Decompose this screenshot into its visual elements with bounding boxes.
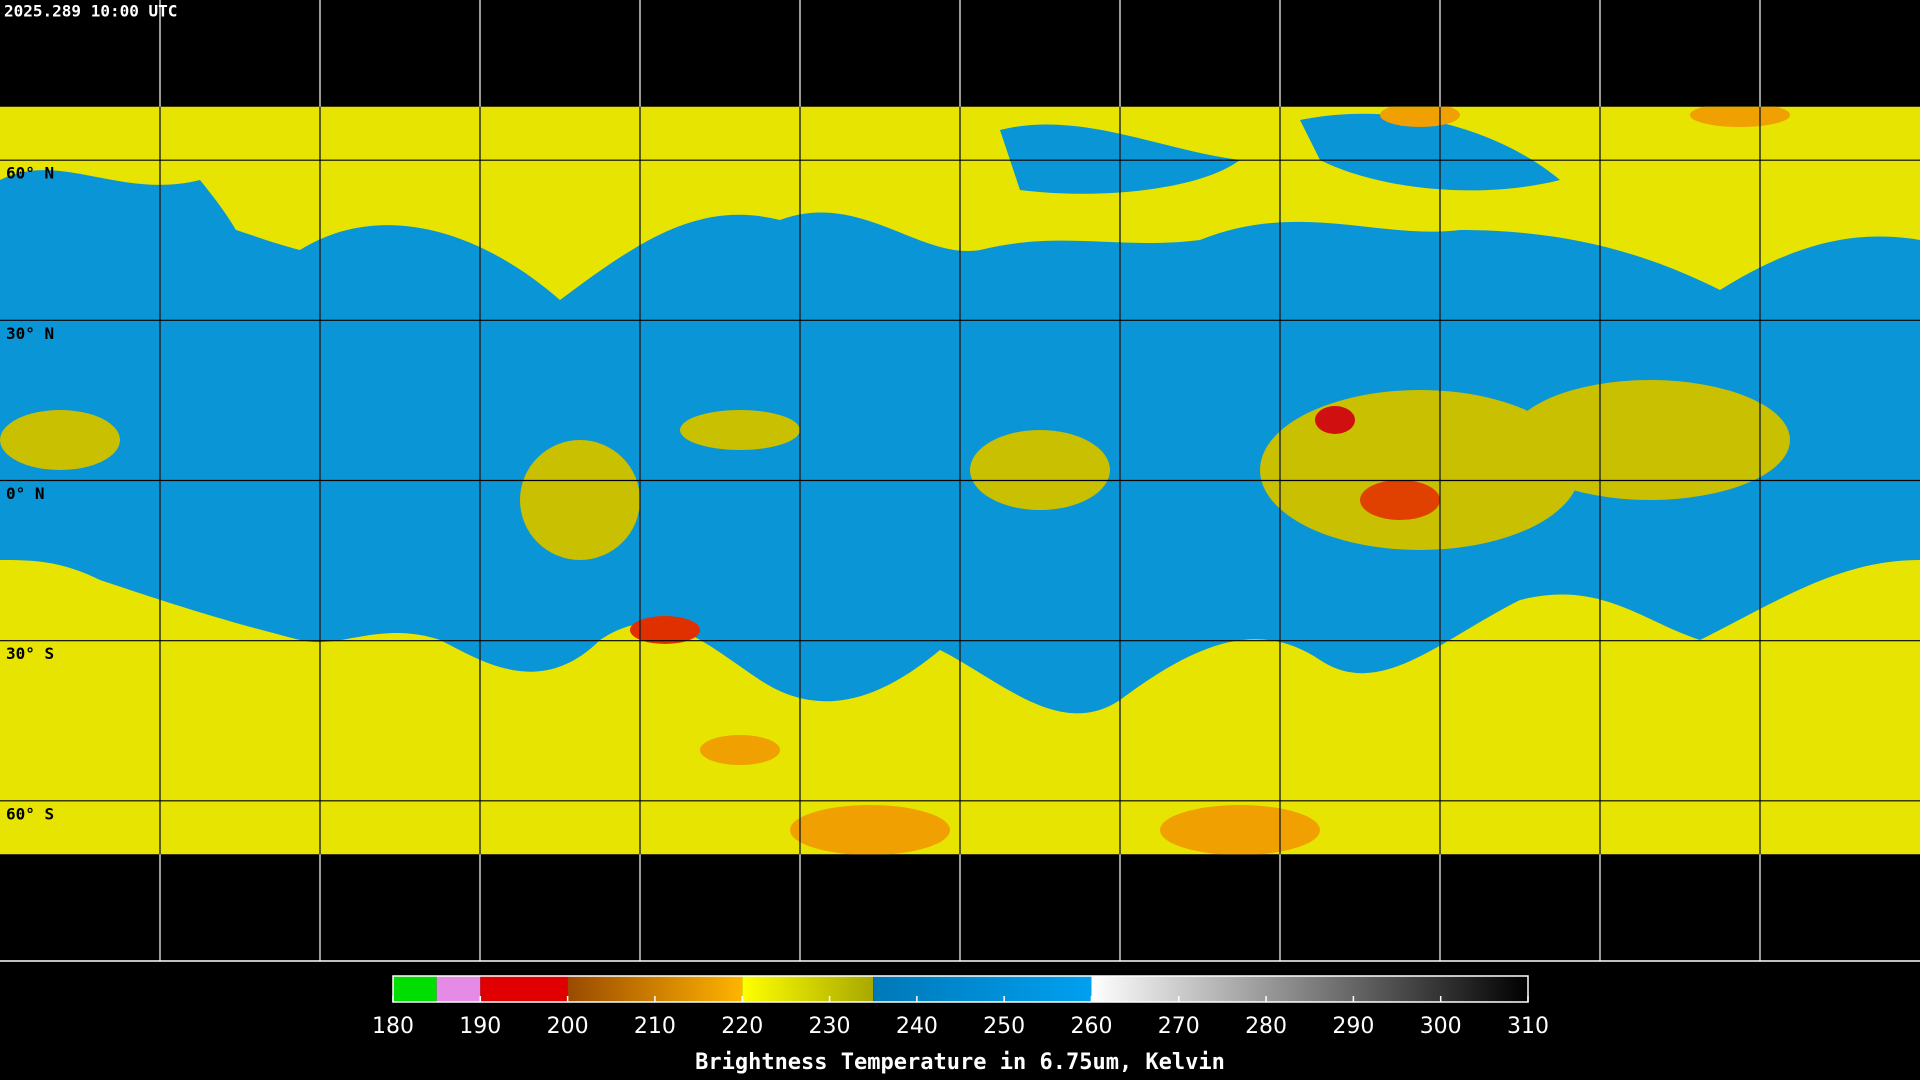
colorbar-segment [480, 976, 568, 1002]
parallel-label: 60° N [6, 164, 54, 183]
colorbar-segment [742, 976, 874, 1002]
colorbar-tick-label: 280 [1245, 1014, 1287, 1039]
colorbar-tick-label: 190 [459, 1014, 501, 1039]
colorbar-tick-label: 200 [547, 1014, 589, 1039]
colorbar-segment [393, 976, 437, 1002]
labels: 60° N 30° N 0° N 30° S 60° S [6, 164, 54, 824]
moist-region [1300, 113, 1560, 191]
convection-core [630, 616, 700, 644]
moist-region [0, 170, 248, 300]
convection-core [1315, 406, 1355, 434]
colorbar-tick-label: 250 [983, 1014, 1025, 1039]
cold-patch [790, 805, 950, 855]
convection [1510, 380, 1790, 500]
colorbar-tick-label: 290 [1332, 1014, 1374, 1039]
colorbar-tick-label: 300 [1420, 1014, 1462, 1039]
timestamp: 2025.289 10:00 UTC [4, 2, 177, 21]
colorbar-segment [436, 976, 481, 1002]
colorbar-segment [1091, 976, 1528, 1002]
colorbar-tick-label: 220 [721, 1014, 763, 1039]
parallel-label: 60° S [6, 804, 54, 823]
convection [520, 440, 640, 560]
parallel-label: 30° S [6, 644, 54, 663]
cold-patch [1690, 106, 1790, 127]
convection [0, 410, 120, 470]
convection-core [1360, 480, 1440, 520]
convection [970, 430, 1110, 510]
colorbar-tick-label: 240 [896, 1014, 938, 1039]
colorbar-tick-label: 310 [1507, 1014, 1549, 1039]
colorbar-tick-label: 230 [809, 1014, 851, 1039]
convection [680, 410, 800, 450]
colorbar: 180 190 200 210 220 230 240 250 260 270 280 290 300 3… [372, 975, 1549, 1039]
parallel-label: 30° N [6, 324, 54, 343]
colorbar-segment [873, 976, 1092, 1002]
cold-patch [1160, 805, 1320, 855]
colorbar-border [392, 975, 1529, 1003]
colorbar-tick-label: 270 [1158, 1014, 1200, 1039]
colorbar-title: Brightness Temperature in 6.75um, Kelvin [695, 1050, 1225, 1075]
colorbar-tick-label: 260 [1070, 1014, 1112, 1039]
parallel-label: 0° N [6, 484, 45, 503]
colorbar-tick-label: 210 [634, 1014, 676, 1039]
graticule-band [159, 106, 1761, 855]
colorbar-tick-label: 180 [372, 1014, 414, 1039]
cold-patch [700, 735, 780, 765]
